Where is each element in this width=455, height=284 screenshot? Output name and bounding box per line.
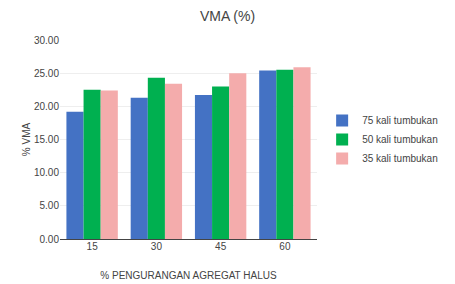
- svg-text:0.00: 0.00: [40, 234, 60, 245]
- svg-text:35 kali tumbukan: 35 kali tumbukan: [362, 153, 438, 164]
- svg-text:50 kali tumbukan: 50 kali tumbukan: [362, 134, 438, 145]
- svg-text:30.00: 30.00: [34, 35, 59, 46]
- svg-text:45: 45: [215, 241, 227, 252]
- svg-text:10.00: 10.00: [34, 167, 59, 178]
- svg-text:% VMA: % VMA: [21, 123, 32, 157]
- svg-text:15: 15: [87, 241, 99, 252]
- svg-text:20.00: 20.00: [34, 101, 59, 112]
- svg-text:5.00: 5.00: [40, 200, 60, 211]
- svg-text:VMA (%): VMA (%): [200, 8, 255, 24]
- svg-text:30: 30: [151, 241, 163, 252]
- svg-text:% PENGURANGAN AGREGAT HALUS: % PENGURANGAN AGREGAT HALUS: [100, 270, 277, 281]
- svg-text:60: 60: [279, 241, 291, 252]
- svg-text:75 kali tumbukan: 75 kali tumbukan: [362, 115, 438, 126]
- svg-text:25.00: 25.00: [34, 68, 59, 79]
- svg-text:15.00: 15.00: [34, 134, 59, 145]
